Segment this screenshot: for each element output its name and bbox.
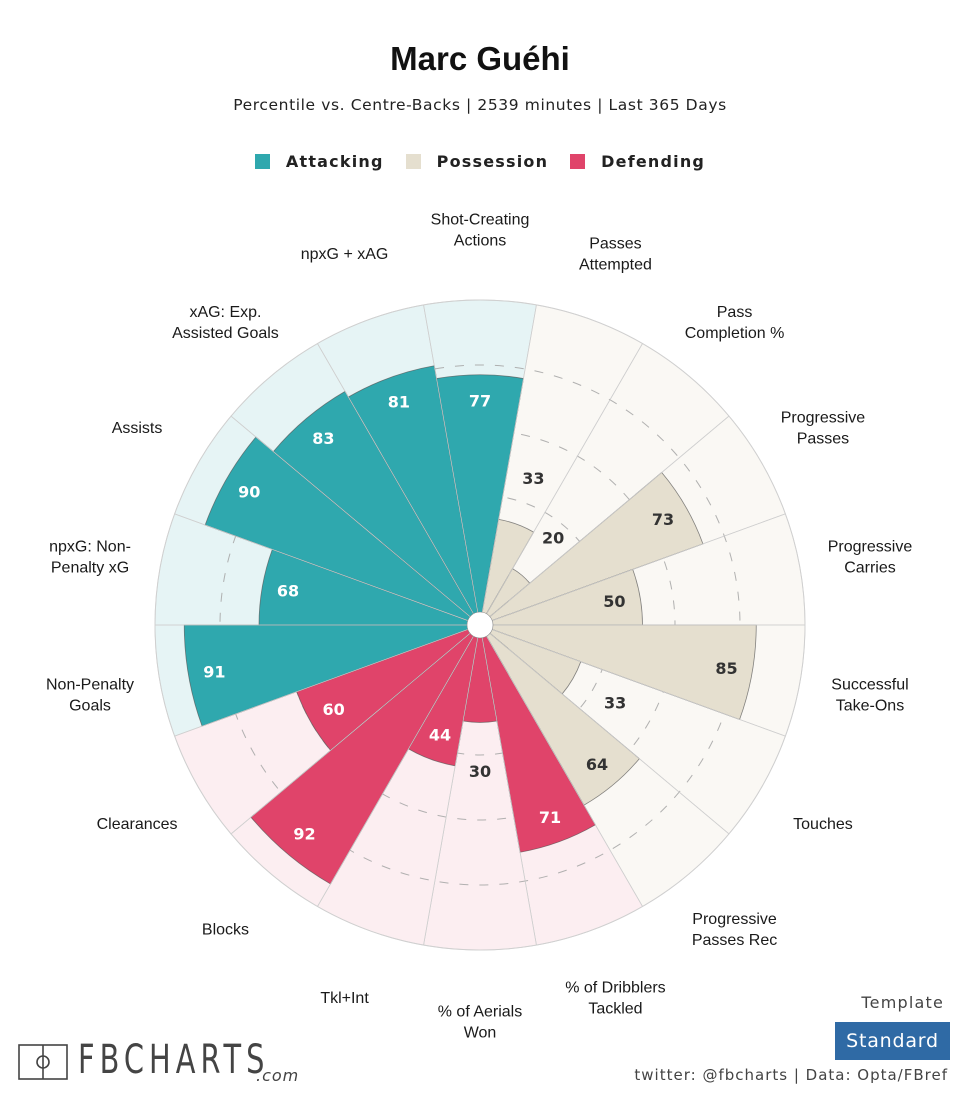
category-label-13: % of Dribblers Tackled [565, 980, 665, 1018]
chart-subtitle: Percentile vs. Centre-Backs | 2539 minut… [233, 96, 727, 114]
credits: twitter: @fbcharts | Data: Opta/FBref [634, 1066, 948, 1084]
legend-item-possession: Possession [405, 152, 549, 171]
value-label-2: 90 [238, 482, 260, 501]
separator-6 [479, 304, 537, 626]
legend-label-attacking: Attacking [285, 152, 384, 171]
category-label-10: Successful Take-Ons [831, 676, 908, 714]
value-label-7: 20 [542, 528, 564, 547]
separator-16 [317, 624, 481, 907]
category-label-0: Non-Penalty Goals [46, 676, 134, 714]
separator-2 [174, 513, 481, 626]
template-badge: Standard [835, 1022, 950, 1060]
separator-13 [479, 624, 643, 907]
value-label-14: 30 [469, 762, 491, 781]
slice-separators [155, 304, 805, 946]
category-label-11: Touches [793, 816, 853, 833]
template-label: Template [861, 993, 944, 1012]
category-label-7: Pass Completion % [685, 304, 785, 342]
legend-swatch-defending [570, 154, 586, 169]
separator-7 [479, 343, 643, 626]
category-label-3: xAG: Exp. Assisted Goals [172, 304, 279, 342]
legend: Attacking Possession Defending [0, 152, 960, 171]
value-label-0: 91 [203, 662, 225, 681]
value-labels: 91 68 90 83 81 77 33 20 73 50 85 33 64 71 30 44 92 60 [203, 391, 737, 843]
separator-5 [423, 304, 481, 626]
center-circle [466, 611, 494, 639]
category-label-16: Blocks [202, 921, 249, 938]
separator-9 [479, 513, 786, 626]
logo-suffix: .com [256, 1066, 300, 1085]
value-label-11: 33 [604, 694, 626, 713]
value-label-6: 33 [522, 469, 544, 488]
separator-14 [479, 624, 537, 946]
category-label-14: % of Aerials Won [438, 1004, 522, 1042]
logo-text: FBCHARTS [78, 1037, 270, 1083]
legend-label-defending: Defending [601, 152, 706, 171]
legend-label-possession: Possession [436, 152, 549, 171]
value-label-8: 73 [652, 510, 674, 529]
value-label-15: 44 [429, 725, 451, 744]
pitch-icon [18, 1044, 68, 1080]
category-labels: Non-Penalty Goals npxG: Non-Penalty xG Assi… [46, 212, 912, 1042]
separator-0 [174, 624, 481, 737]
category-label-1: npxG: Non-Penalty xG [49, 539, 131, 577]
fbcharts-logo: FBCHARTS .com [18, 1037, 344, 1085]
legend-item-defending: Defending [570, 152, 705, 171]
separator-8 [479, 415, 730, 626]
value-label-9: 50 [603, 592, 625, 611]
value-label-17: 60 [323, 700, 345, 719]
value-label-4: 81 [388, 393, 410, 412]
separator-15 [423, 624, 481, 946]
separator-3 [230, 415, 481, 626]
value-label-13: 71 [539, 808, 561, 827]
category-label-12: Progressive Passes Rec [692, 911, 777, 949]
category-label-2: Assists [112, 420, 163, 437]
value-label-16: 92 [293, 825, 315, 844]
slice-bars [183, 365, 757, 885]
category-label-15: Tkl+Int [320, 990, 369, 1007]
category-label-4: npxG + xAG [301, 246, 389, 263]
value-label-12: 64 [586, 755, 608, 774]
value-label-10: 85 [715, 659, 737, 678]
category-label-17: Clearances [97, 816, 178, 833]
category-label-5: Shot-Creating Actions [431, 212, 530, 250]
category-label-8: Progressive Passes [781, 410, 866, 448]
separator-12 [479, 624, 730, 835]
category-label-9: Progressive Carries [828, 539, 913, 577]
chart-title: Marc Guéhi [390, 40, 570, 77]
separator-11 [479, 624, 786, 737]
value-label-3: 83 [312, 429, 334, 448]
legend-item-attacking: Attacking [254, 152, 384, 171]
legend-swatch-attacking [254, 154, 270, 169]
value-label-5: 77 [469, 391, 491, 410]
category-label-6: Passes Attempted [579, 235, 652, 273]
value-label-1: 68 [277, 582, 299, 601]
separator-4 [317, 343, 481, 626]
legend-swatch-possession [405, 154, 421, 169]
separator-17 [230, 624, 481, 835]
